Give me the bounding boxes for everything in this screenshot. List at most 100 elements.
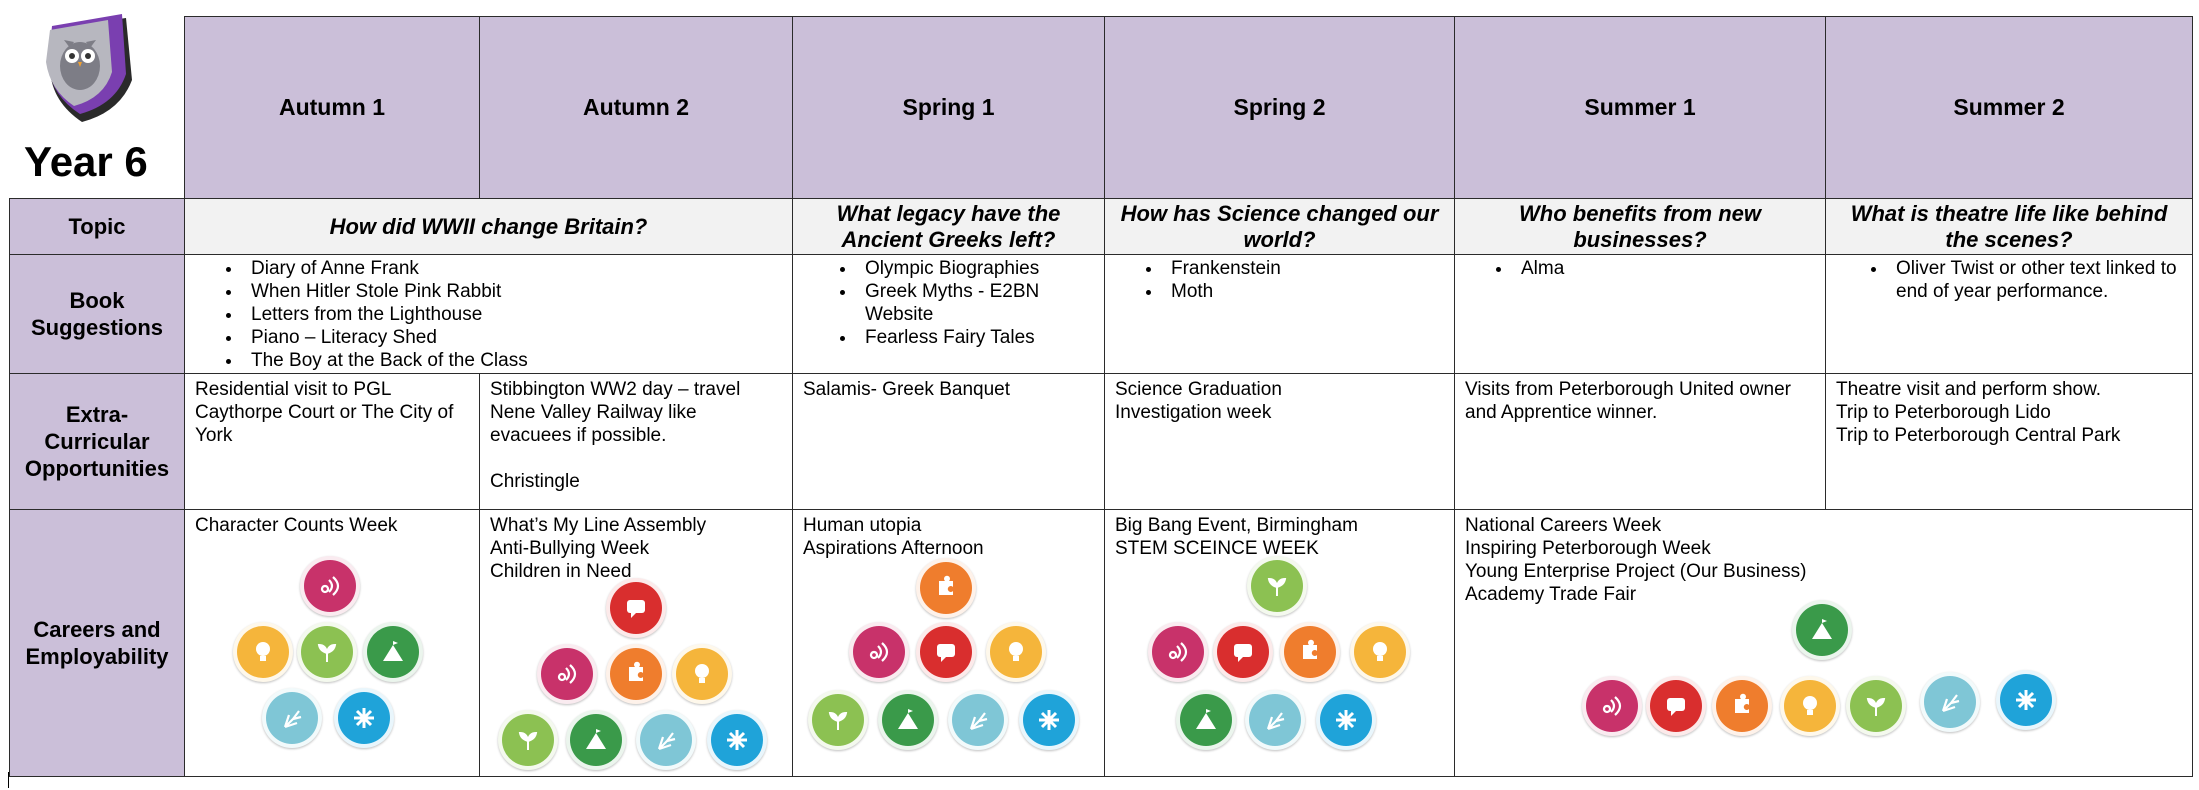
term-label: Spring 2 [1233, 94, 1326, 120]
topic-autumn: How did WWII change Britain? [184, 198, 793, 255]
row-header-topic: Topic [9, 198, 185, 255]
book-item: Greek Myths - E2BN Website [857, 280, 1094, 326]
term-header-spring-1: Spring 1 [792, 16, 1105, 199]
speaking-skill-badge-icon [916, 622, 976, 682]
row-header-label: Book Suggestions [30, 288, 163, 340]
teamwork-skill-badge-icon [334, 688, 394, 748]
extra-spring-1: Salamis- Greek Banquet [792, 373, 1105, 510]
creativity-skill-badge-icon [1350, 622, 1410, 682]
careers-item: Character Counts Week [195, 515, 398, 536]
extra-item: Visits from Peterborough United owner an… [1465, 379, 1791, 423]
aiming-high-skill-badge-icon [1176, 690, 1236, 750]
careers-item: Inspiring Peterborough Week [1465, 538, 1711, 559]
books-summer-1: Alma [1454, 254, 1826, 374]
listening-skill-badge-icon [1582, 676, 1642, 736]
owl-shield-logo-icon [46, 14, 132, 122]
teamwork-skill-badge-icon [707, 710, 767, 770]
book-list: Diary of Anne Frank When Hitler Stole Pi… [185, 257, 792, 372]
careers-item: Human utopia [803, 515, 922, 536]
term-header-autumn-2: Autumn 2 [479, 16, 793, 199]
book-list: Oliver Twist or other text linked to end… [1826, 257, 2192, 303]
book-item: Alma [1513, 257, 1825, 280]
term-header-summer-2: Summer 2 [1825, 16, 2193, 199]
year-label: Year 6 [24, 138, 148, 185]
aiming-high-skill-badge-icon [1792, 600, 1852, 660]
topic-question: How has Science changed our world? [1120, 200, 1439, 252]
speaking-skill-badge-icon [1646, 676, 1706, 736]
leadership-skill-badge-icon [1245, 690, 1305, 750]
book-item: Frankenstein [1163, 257, 1454, 280]
row-header-books: Book Suggestions [9, 254, 185, 374]
leadership-skill-badge-icon [636, 710, 696, 770]
careers-item: Children in Need [490, 561, 632, 582]
book-list: Frankenstein Moth [1105, 257, 1454, 303]
leadership-skill-badge-icon [262, 688, 322, 748]
topic-question: What legacy have the Ancient Greeks left… [836, 200, 1061, 252]
book-item: Olympic Biographies [857, 257, 1094, 280]
speaking-skill-badge-icon [1213, 622, 1273, 682]
problem-solving-skill-badge-icon [1712, 676, 1772, 736]
careers-item: Young Enterprise Project (Our Business) [1465, 561, 1807, 582]
term-header-spring-2: Spring 2 [1104, 16, 1455, 199]
extra-item: Stibbington WW2 day – travel Nene Valley… [490, 379, 741, 446]
row-header-label: Extra- Curricular Opportunities [24, 402, 170, 481]
teamwork-skill-badge-icon [1996, 670, 2056, 730]
topic-summer-2: What is theatre life like behind the sce… [1825, 198, 2193, 255]
book-list: Olympic Biographies Greek Myths - E2BN W… [793, 257, 1104, 349]
careers-item: Academy Trade Fair [1465, 584, 1637, 605]
extra-spring-2: Science Graduation Investigation week [1104, 373, 1455, 510]
careers-item: National Careers Week [1465, 515, 1662, 536]
listening-skill-badge-icon [1148, 622, 1208, 682]
staying-positive-skill-badge-icon [1846, 676, 1906, 736]
extra-autumn-1: Residential visit to PGL Caythorpe Court… [184, 373, 480, 510]
extra-item: Trip to Peterborough Central Park [1836, 425, 2121, 446]
extra-autumn-2: Stibbington WW2 day – travel Nene Valley… [479, 373, 793, 510]
careers-item: What’s My Line Assembly [490, 515, 707, 536]
topic-summer-1: Who benefits from new businesses? [1454, 198, 1826, 255]
book-item: Diary of Anne Frank [243, 257, 792, 280]
book-list: Alma [1455, 257, 1825, 280]
books-spring-2: Frankenstein Moth [1104, 254, 1455, 374]
staying-positive-skill-badge-icon [808, 690, 868, 750]
book-item: Oliver Twist or other text linked to end… [1888, 257, 2184, 303]
topic-question: What is theatre life like behind the sce… [1850, 200, 2168, 252]
aiming-high-skill-badge-icon [566, 710, 626, 770]
book-item: Piano – Literacy Shed [243, 326, 792, 349]
careers-item: Aspirations Afternoon [803, 538, 984, 559]
book-item: When Hitler Stole Pink Rabbit [243, 280, 792, 303]
staying-positive-skill-badge-icon [498, 710, 558, 770]
extra-summer-2: Theatre visit and perform show. Trip to … [1825, 373, 2193, 510]
extra-item: Trip to Peterborough Lido [1836, 402, 2051, 423]
topic-question: How did WWII change Britain? [329, 213, 648, 239]
term-header-autumn-1: Autumn 1 [184, 16, 480, 199]
book-item: Moth [1163, 280, 1454, 303]
book-item: The Boy at the Back of the Class [243, 349, 792, 372]
books-autumn: Diary of Anne Frank When Hitler Stole Pi… [184, 254, 793, 374]
leadership-skill-badge-icon [948, 690, 1008, 750]
topic-spring-2: How has Science changed our world? [1104, 198, 1455, 255]
teamwork-skill-badge-icon [1316, 690, 1376, 750]
listening-skill-badge-icon [537, 644, 597, 704]
extra-item: Christingle [490, 471, 580, 492]
extra-item: Investigation week [1115, 402, 1272, 423]
listening-skill-badge-icon [300, 556, 360, 616]
extra-item [490, 447, 782, 470]
creativity-skill-badge-icon [672, 644, 732, 704]
topic-question: Who benefits from new businesses? [1519, 200, 1761, 252]
creativity-skill-badge-icon [233, 622, 293, 682]
careers-item: Big Bang Event, Birmingham [1115, 515, 1358, 536]
problem-solving-skill-badge-icon [1280, 622, 1340, 682]
text-cursor [8, 772, 9, 788]
extra-item: Theatre visit and perform show. [1836, 379, 2102, 400]
row-header-extra: Extra- Curricular Opportunities [9, 373, 185, 510]
problem-solving-skill-badge-icon [916, 558, 976, 618]
topic-spring-1: What legacy have the Ancient Greeks left… [792, 198, 1105, 255]
staying-positive-skill-badge-icon [297, 622, 357, 682]
extra-item: Residential visit to PGL Caythorpe Court… [195, 379, 454, 446]
school-logo [8, 10, 184, 190]
aiming-high-skill-badge-icon [878, 690, 938, 750]
row-header-label: Topic [68, 214, 126, 239]
teamwork-skill-badge-icon [1019, 690, 1079, 750]
extra-item: Salamis- Greek Banquet [803, 379, 1010, 400]
